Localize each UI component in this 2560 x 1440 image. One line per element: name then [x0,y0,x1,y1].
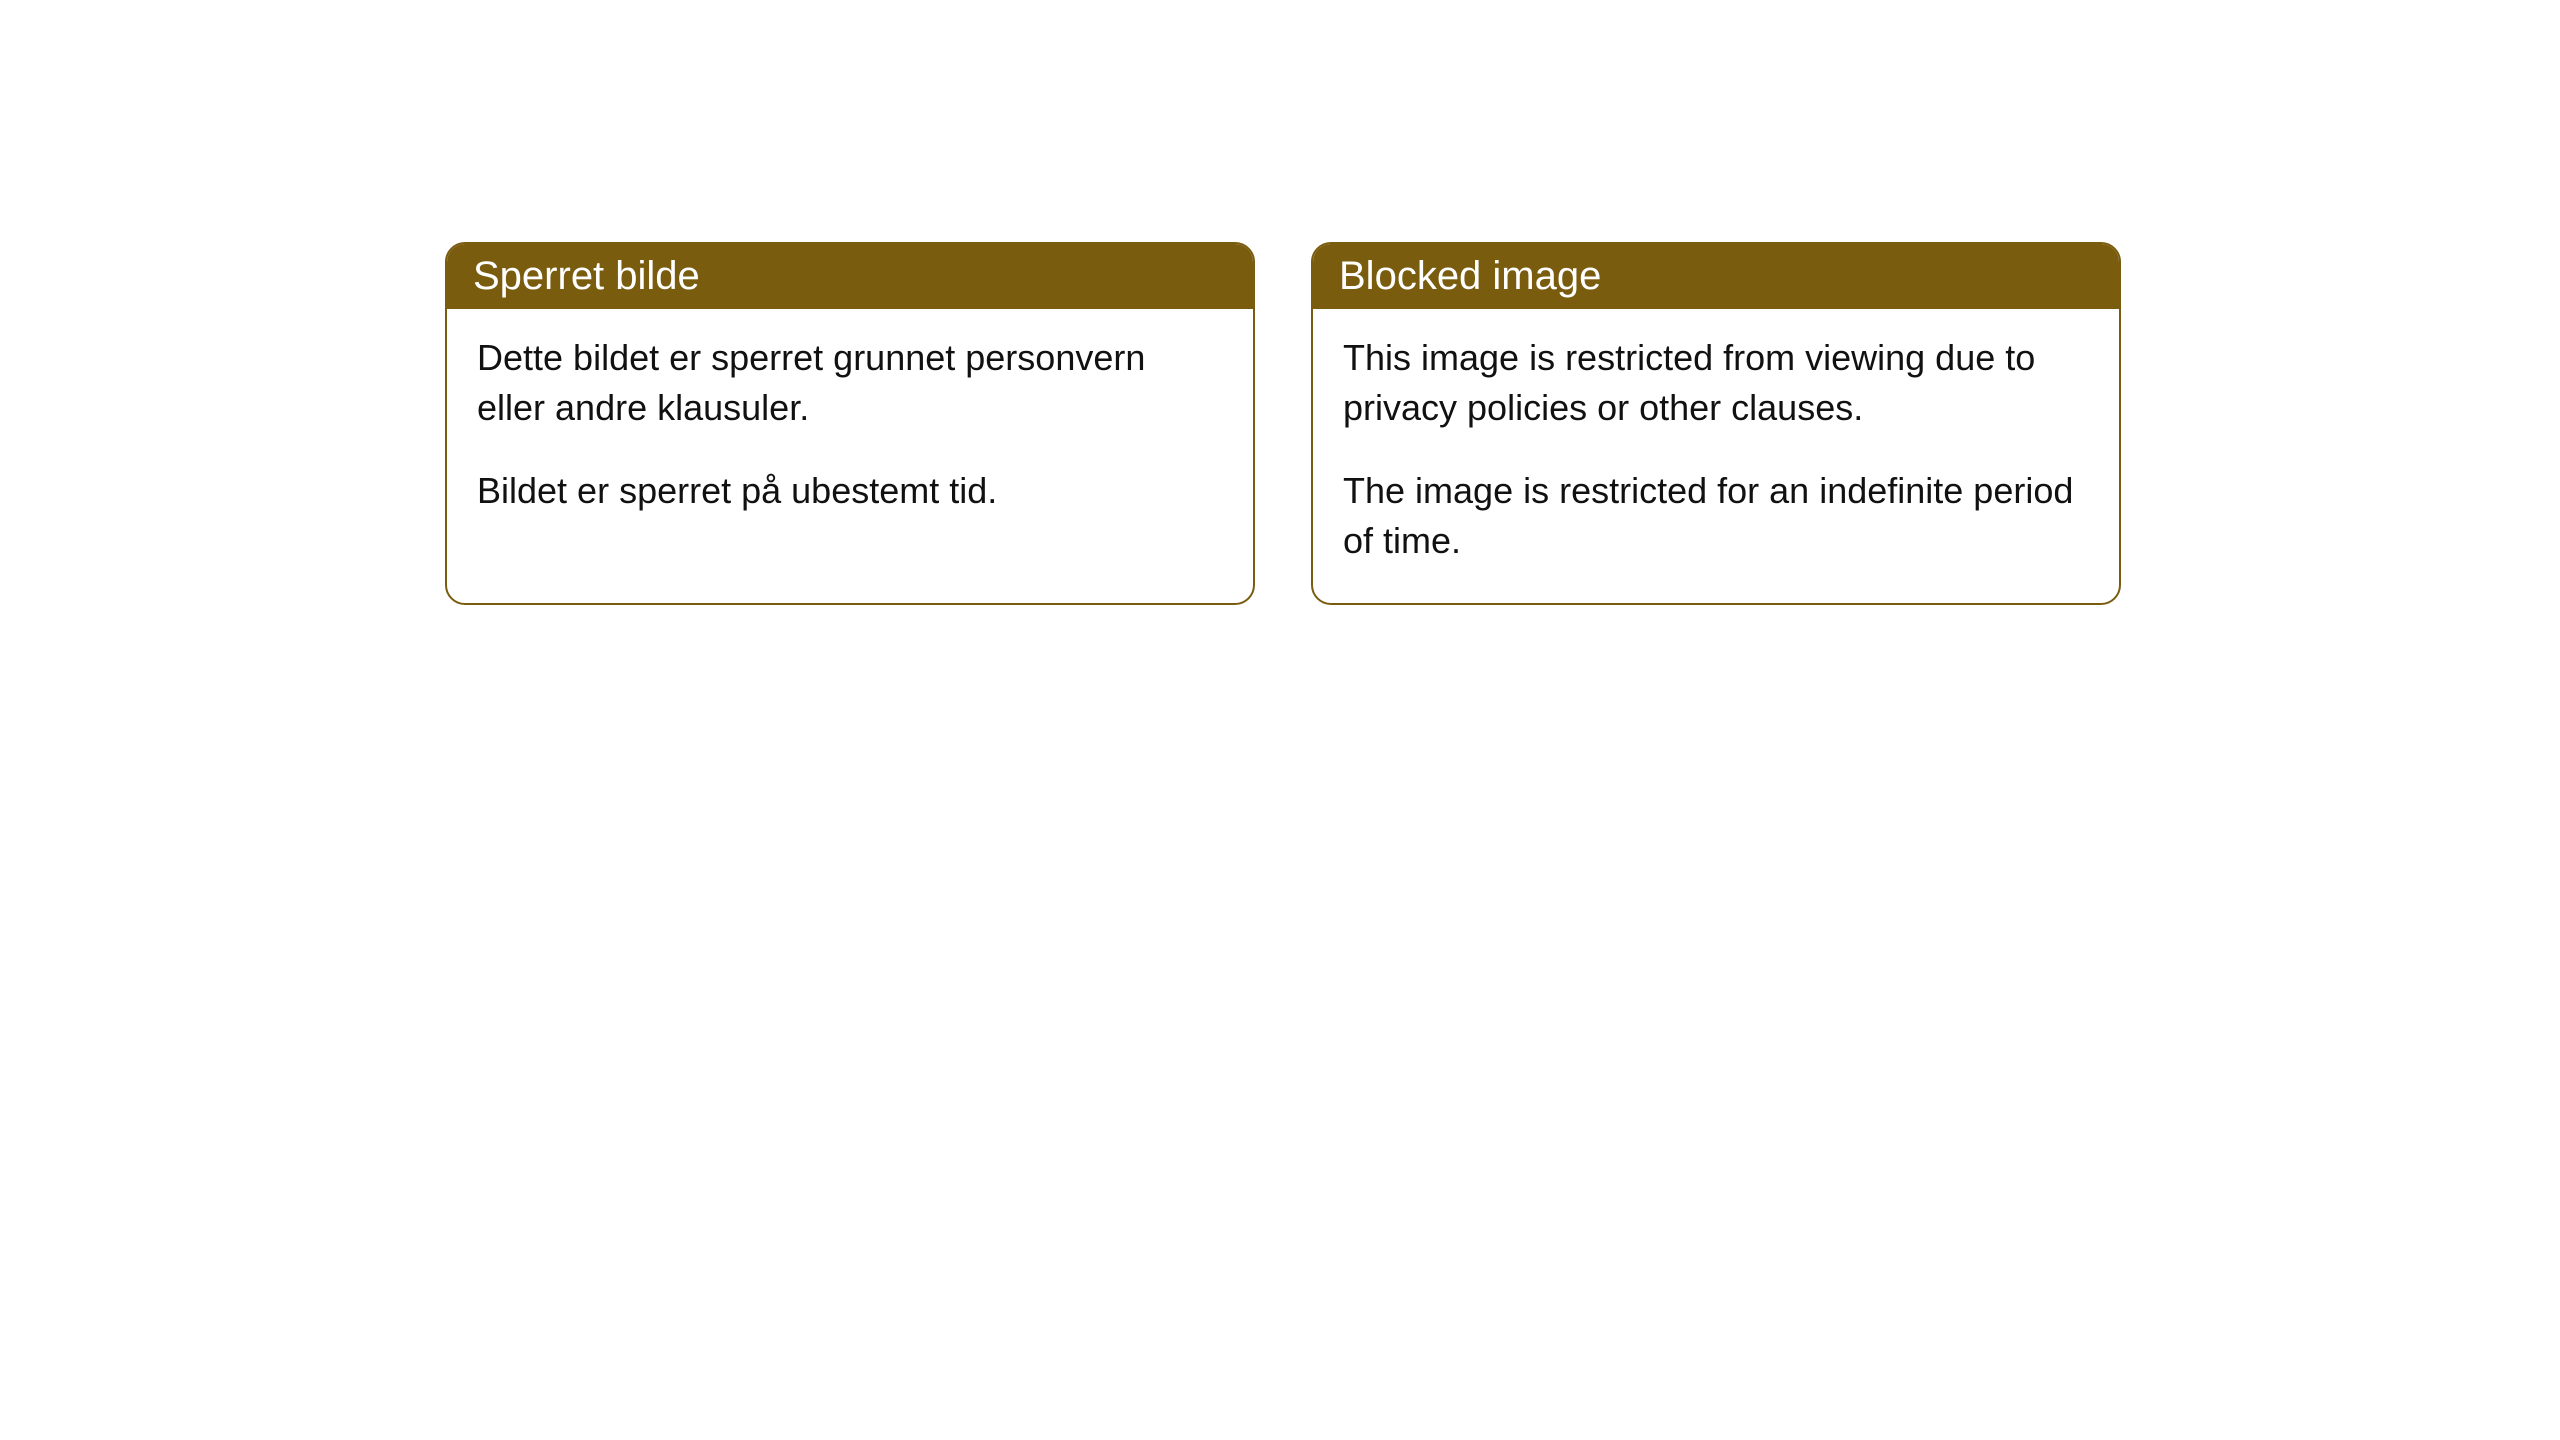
notice-card-norwegian: Sperret bilde Dette bildet er sperret gr… [445,242,1255,605]
notice-card-english: Blocked image This image is restricted f… [1311,242,2121,605]
notice-card-body: Dette bildet er sperret grunnet personve… [447,309,1253,552]
notice-card-title: Sperret bilde [447,244,1253,309]
notice-text-line-2: The image is restricted for an indefinit… [1343,466,2089,567]
notice-text-line-1: This image is restricted from viewing du… [1343,333,2089,434]
notice-card-body: This image is restricted from viewing du… [1313,309,2119,603]
notice-card-title: Blocked image [1313,244,2119,309]
notice-text-line-2: Bildet er sperret på ubestemt tid. [477,466,1223,516]
notice-cards-container: Sperret bilde Dette bildet er sperret gr… [445,242,2121,605]
notice-text-line-1: Dette bildet er sperret grunnet personve… [477,333,1223,434]
